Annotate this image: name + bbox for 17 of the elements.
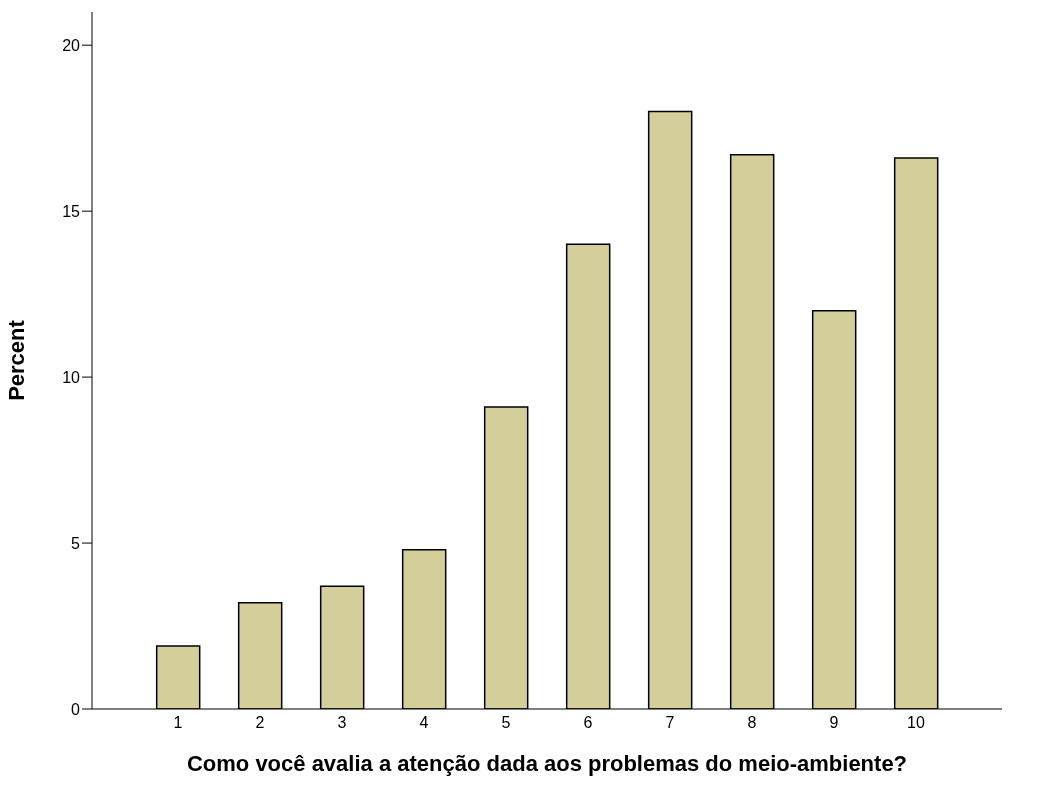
y-tick-label: 10 — [62, 368, 81, 386]
x-tick-label: 8 — [747, 714, 757, 732]
x-tick-label: 9 — [829, 714, 839, 732]
y-tick-label: 5 — [71, 534, 81, 552]
y-tick-label: 15 — [62, 202, 81, 220]
x-tick-label: 1 — [173, 714, 183, 732]
x-tick-label: 3 — [337, 714, 347, 732]
x-axis-title: Como você avalia a atenção dada aos problemas do meio-ambiente? — [186, 751, 908, 776]
y-axis-title: Percent — [3, 319, 29, 401]
x-tick-label: 5 — [501, 714, 511, 732]
y-tick-label: 20 — [62, 36, 81, 54]
x-tick-label: 7 — [665, 714, 675, 732]
x-tick-label: 2 — [255, 714, 265, 732]
y-tick-label: 0 — [71, 700, 81, 718]
x-tick-label: 10 — [907, 714, 925, 732]
x-tick-label: 4 — [419, 714, 429, 732]
x-tick-label: 6 — [583, 714, 593, 732]
